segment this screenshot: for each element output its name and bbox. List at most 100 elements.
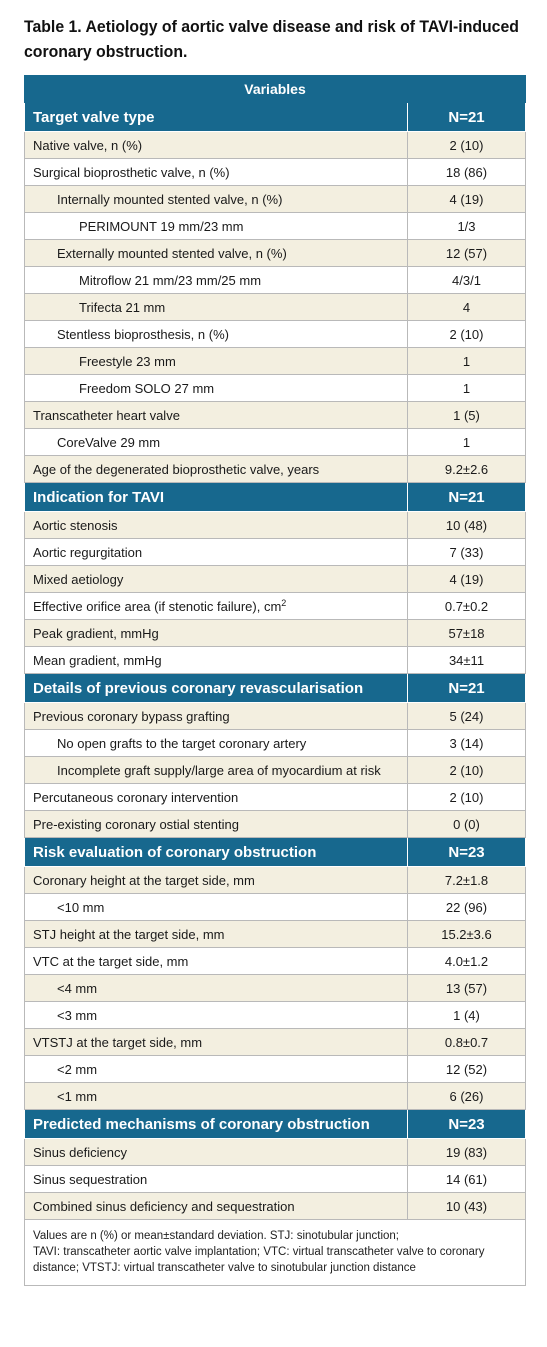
row-label-cell: <2 mm [24,1055,408,1083]
row-label-cell: Transcatheter heart valve [24,401,408,429]
section-n: N=21 [407,102,526,132]
row-label-cell: Sinus sequestration [24,1165,408,1193]
row-label-cell: Pre-existing coronary ostial stenting [24,810,408,838]
row-label-cell: Trifecta 21 mm [24,293,408,321]
row-label-cell: Incomplete graft supply/large area of my… [24,756,408,784]
table-row: Stentless bioprosthesis, n (%) 2 (10) [24,320,526,348]
row-label-cell: Freestyle 23 mm [24,347,408,375]
row-label-cell: VTSTJ at the target side, mm [24,1028,408,1056]
footnote-line2: TAVI: transcatheter aortic valve implant… [33,1246,485,1274]
row-label-cell: PERIMOUNT 19 mm/23 mm [24,212,408,240]
row-label: Incomplete graft supply/large area of my… [57,762,381,778]
row-value: 18 (86) [407,158,526,186]
table-title-line1: Table 1. Aetiology of aortic valve disea… [24,17,519,36]
footnote-line1: Values are n (%) or mean±standard deviat… [33,1230,399,1242]
row-label-cell: Age of the degenerated bioprosthetic val… [24,455,408,483]
row-label: No open grafts to the target coronary ar… [57,735,307,751]
data-table: Variables Target valve type N=21 Native va… [24,75,526,1286]
table-row: Freedom SOLO 27 mm 1 [24,374,526,402]
row-value: 1 [407,347,526,375]
row-value: 0 (0) [407,810,526,838]
row-label: Previous coronary bypass grafting [33,708,230,724]
row-value: 12 (57) [407,239,526,267]
row-label-superscript: 2 [281,597,287,608]
row-label: Effective orifice area (if stenotic fail… [33,599,282,615]
row-value: 2 (10) [407,756,526,784]
row-label: <1 mm [57,1088,98,1104]
row-value: 34±11 [407,646,526,674]
table-row: Native valve, n (%) 2 (10) [24,131,526,159]
section-n: N=23 [407,1109,526,1139]
table-row: Freestyle 23 mm 1 [24,347,526,375]
table-row: Sinus deficiency 19 (83) [24,1138,526,1166]
row-label: Native valve, n (%) [33,137,143,153]
row-value: 19 (83) [407,1138,526,1166]
section-n: N=21 [407,673,526,703]
table-row: Incomplete graft supply/large area of my… [24,756,526,784]
row-label-cell: No open grafts to the target coronary ar… [24,729,408,757]
row-label: Sinus sequestration [33,1171,148,1187]
row-value: 15.2±3.6 [407,920,526,948]
row-value: 9.2±2.6 [407,455,526,483]
table-row: Mitroflow 21 mm/23 mm/25 mm 4/3/1 [24,266,526,294]
row-label-cell: Percutaneous coronary intervention [24,783,408,811]
table-row: PERIMOUNT 19 mm/23 mm 1/3 [24,212,526,240]
row-value: 13 (57) [407,974,526,1002]
row-label-cell: <3 mm [24,1001,408,1029]
section-header-row: Risk evaluation of coronary obstruction N… [24,837,526,867]
table-row: Combined sinus deficiency and sequestrat… [24,1192,526,1220]
row-value: 7 (33) [407,538,526,566]
row-label: Aortic stenosis [33,517,118,533]
table-row: Age of the degenerated bioprosthetic val… [24,455,526,483]
row-label-cell: Previous coronary bypass grafting [24,702,408,730]
row-value: 4 [407,293,526,321]
section-header-row: Target valve type N=21 [24,102,526,132]
table-row: Externally mounted stented valve, n (%) 1… [24,239,526,267]
row-label-cell: VTC at the target side, mm [24,947,408,975]
footnote: Values are n (%) or mean±standard deviat… [24,1219,526,1286]
row-label: Combined sinus deficiency and sequestrat… [33,1198,295,1214]
row-value: 4 (19) [407,185,526,213]
variables-header-row: Variables [24,75,526,103]
row-label-cell: Native valve, n (%) [24,131,408,159]
row-value: 57±18 [407,619,526,647]
section-title: Predicted mechanisms of coronary obstruc… [24,1109,408,1139]
row-value: 6 (26) [407,1082,526,1110]
table-row: Aortic regurgitation 7 (33) [24,538,526,566]
section-title: Indication for TAVI [24,482,408,512]
table-row: Effective orifice area (if stenotic fail… [24,592,526,620]
row-value: 4 (19) [407,565,526,593]
table-row: Coronary height at the target side, mm 7.… [24,866,526,894]
row-label-cell: Sinus deficiency [24,1138,408,1166]
variables-header: Variables [24,75,526,103]
row-value: 22 (96) [407,893,526,921]
row-label-cell: Surgical bioprosthetic valve, n (%) [24,158,408,186]
table-row: <4 mm 13 (57) [24,974,526,1002]
section-header-row: Details of previous coronary revasculari… [24,673,526,703]
table-row: No open grafts to the target coronary ar… [24,729,526,757]
row-label: Pre-existing coronary ostial stenting [33,816,239,832]
section-title: Target valve type [24,102,408,132]
row-label-cell: STJ height at the target side, mm [24,920,408,948]
row-label: <2 mm [57,1061,98,1077]
row-label: Peak gradient, mmHg [33,625,159,641]
row-value: 14 (61) [407,1165,526,1193]
row-label: <4 mm [57,980,98,996]
row-label-cell: CoreValve 29 mm [24,428,408,456]
footnote-row: Values are n (%) or mean±standard deviat… [24,1219,526,1286]
table-row: VTSTJ at the target side, mm 0.8±0.7 [24,1028,526,1056]
row-label-cell: Peak gradient, mmHg [24,619,408,647]
row-label: Mitroflow 21 mm/23 mm/25 mm [79,272,262,288]
table-row: VTC at the target side, mm 4.0±1.2 [24,947,526,975]
row-label-cell: Mean gradient, mmHg [24,646,408,674]
row-label: Freedom SOLO 27 mm [79,380,215,396]
row-value: 2 (10) [407,783,526,811]
table-row: STJ height at the target side, mm 15.2±3.… [24,920,526,948]
row-value: 1 [407,428,526,456]
row-label-cell: Effective orifice area (if stenotic fail… [24,592,408,620]
row-value: 4.0±1.2 [407,947,526,975]
row-label: VTSTJ at the target side, mm [33,1034,203,1050]
table-title-line2: coronary obstruction. [24,42,188,61]
section-title: Details of previous coronary revasculari… [24,673,408,703]
row-label: Mixed aetiology [33,571,124,587]
